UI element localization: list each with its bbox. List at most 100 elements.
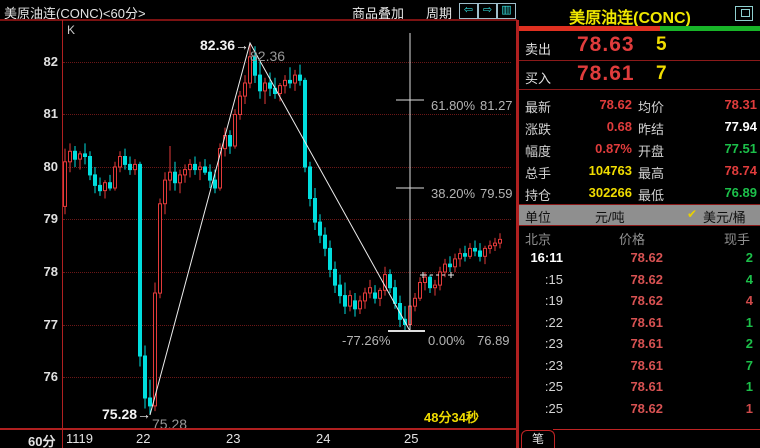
trade-list[interactable]: 16:11 78.62 2 :15 78.62 4 :19 78.62 4 :2… <box>519 247 760 420</box>
buy-sell-ratio-green <box>660 26 760 31</box>
stat-value: 302266 <box>588 185 632 200</box>
x-axis-date: 1119 <box>66 431 93 446</box>
stat-value: 78.31 <box>724 97 757 112</box>
trade-time: :22 <box>544 314 563 330</box>
header-time: 北京 <box>525 232 552 247</box>
gridline <box>63 377 511 378</box>
trade-row: :25 78.61 1 <box>519 376 760 398</box>
y-axis-label: 81 <box>43 106 58 121</box>
x-axis-period[interactable]: 60分 <box>28 434 56 448</box>
trade-price: 78.61 <box>630 379 663 394</box>
trade-time: :25 <box>544 379 563 394</box>
y-axis-label: 80 <box>43 159 58 174</box>
stat-label: 最新 <box>525 100 552 115</box>
stat-value: 0.68 <box>606 119 632 134</box>
restore-window-icon[interactable] <box>735 6 753 21</box>
menu-period[interactable]: 周期 <box>426 6 453 21</box>
gridline <box>63 272 511 273</box>
y-axis-label: 77 <box>43 317 58 332</box>
trade-vol: 4 <box>745 293 753 308</box>
trade-vol: 2 <box>745 250 753 265</box>
stat-value: 77.51 <box>724 141 757 156</box>
unit-option-usd-barrel[interactable]: 美元/桶 <box>703 210 746 225</box>
trade-vol: 1 <box>745 314 753 330</box>
x-axis-line <box>0 428 517 430</box>
trade-row: :25 78.62 1 <box>519 398 760 420</box>
y-axis-label: 78 <box>43 264 58 279</box>
trade-price: 78.61 <box>630 336 663 351</box>
bid-label: 买入 <box>525 71 552 86</box>
tile-window-icon[interactable]: ▥ <box>497 3 516 19</box>
window-title: 美原油连(CONC)<60分> <box>4 6 146 21</box>
trade-row: :19 78.62 4 <box>519 290 760 312</box>
topbar-divider <box>0 19 517 21</box>
stat-row: 最新 78.62 均价 78.31 <box>519 93 760 115</box>
y-axis-label: 76 <box>43 369 58 384</box>
unit-row: 单位 元/吨 ✔ 美元/桶 <box>519 204 760 226</box>
stat-value: 77.94 <box>724 119 757 134</box>
bid-row[interactable]: 买入 78.61 7 <box>519 61 760 90</box>
trade-row: :22 78.61 1 <box>519 312 760 334</box>
ask-price: 78.63 <box>577 33 635 56</box>
tab-row-line <box>553 429 760 430</box>
trade-time: :15 <box>544 271 563 287</box>
top-bar: 美原油连(CONC)<60分> 商品叠加 周期 ⇦ ⇨ ▥ <box>0 0 760 21</box>
stat-label: 开盘 <box>638 144 665 159</box>
fib-618-price: 81.27 <box>480 98 513 113</box>
fib-618-pct: 61.80% <box>431 98 476 113</box>
tab-tick-by-tick[interactable]: 笔 <box>521 430 555 448</box>
stat-row: 幅度 0.87% 开盘 77.51 <box>519 137 760 159</box>
stat-label: 总手 <box>525 166 552 181</box>
header-vol: 现手 <box>724 232 751 247</box>
unit-label: 单位 <box>525 210 552 225</box>
trade-time: :25 <box>544 400 563 416</box>
fib-0-price: 76.89 <box>477 333 510 348</box>
x-axis-day: 25 <box>404 431 419 446</box>
unit-option-yuan-ton[interactable]: 元/吨 <box>595 210 625 225</box>
stat-label: 均价 <box>638 100 665 115</box>
stat-label: 最高 <box>638 166 665 181</box>
trade-price: 78.62 <box>630 271 663 287</box>
bid-qty: 7 <box>656 63 667 84</box>
y-axis-line <box>62 20 63 448</box>
stat-label: 涨跌 <box>525 122 552 137</box>
bid-price: 78.61 <box>577 62 635 85</box>
gridline <box>63 62 511 63</box>
stat-row: 持仓 302266 最低 76.89 <box>519 181 760 203</box>
y-axis-label: 82 <box>43 54 58 69</box>
quote-panel-title: 美原油连(CONC) <box>569 10 691 27</box>
stat-label: 最低 <box>638 188 665 203</box>
trend-lines <box>149 41 411 416</box>
trade-vol: 1 <box>745 379 753 394</box>
menu-overlay[interactable]: 商品叠加 <box>352 6 405 21</box>
stat-label: 持仓 <box>525 188 552 203</box>
trade-price: 78.61 <box>630 357 663 373</box>
stat-row: 总手 104763 最高 78.74 <box>519 159 760 181</box>
trade-vol: 1 <box>745 400 753 416</box>
x-axis-day: 23 <box>226 431 241 446</box>
ask-row[interactable]: 卖出 78.63 5 <box>519 32 760 61</box>
back-arrow-icon[interactable]: ⇦ <box>459 3 478 19</box>
forward-arrow-icon[interactable]: ⇨ <box>478 3 497 19</box>
trade-price: 78.62 <box>630 400 663 416</box>
trade-row: :23 78.61 2 <box>519 333 760 355</box>
buy-sell-ratio-red <box>519 26 660 31</box>
stat-value: 78.74 <box>724 163 757 178</box>
stat-label: 昨结 <box>638 122 665 137</box>
fib-382-pct: 38.20% <box>431 186 476 201</box>
stat-label: 幅度 <box>525 144 552 159</box>
header-price: 价格 <box>619 232 646 247</box>
trade-row: :15 78.62 4 <box>519 269 760 291</box>
gridline <box>63 114 511 115</box>
trade-price: 78.62 <box>630 250 663 265</box>
gridline <box>63 325 511 326</box>
trade-row: 16:11 78.62 2 <box>519 247 760 269</box>
bar-countdown: 48分34秒 <box>424 410 479 425</box>
trade-time: 16:11 <box>530 250 563 265</box>
trade-price: 78.62 <box>630 293 663 308</box>
stat-row: 涨跌 0.68 昨结 77.94 <box>519 115 760 137</box>
trade-vol: 2 <box>745 336 753 351</box>
trade-price: 78.61 <box>630 314 663 330</box>
gridline <box>63 219 511 220</box>
